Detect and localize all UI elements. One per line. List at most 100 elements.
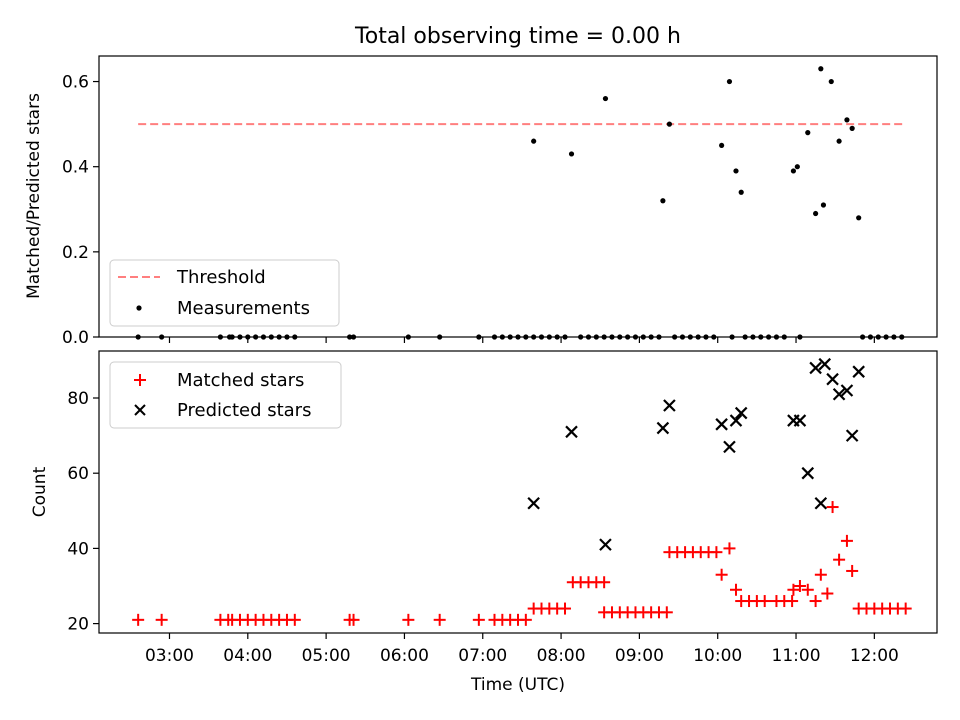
measurement-point [568,151,575,157]
top-legend: Threshold Measurements [109,259,340,327]
predicted-star-marker [565,425,578,439]
matched-star-marker [840,534,853,547]
predicted-star-marker [801,466,815,480]
measurement-point [666,121,673,127]
measurement-point [790,168,797,174]
measurement-point [828,78,834,85]
matched-star-marker [598,576,611,589]
bottom-y-tick-label: 60 [67,464,89,484]
matched-star-marker [801,583,814,596]
top-panel: Matched/Predicted stars 0.0 0.2 0.4 0.6 Thr… [24,55,938,348]
predicted-star-marker-stroke [729,414,743,427]
x-tick-label: 03:00 [145,646,194,666]
predicted-star-marker [809,361,822,375]
top-y-tick-label: 0.2 [62,243,89,263]
matched-legend-label: Matched stars [177,370,304,391]
matched-star-marker [899,602,912,615]
measurement-point [818,66,824,72]
matched-star-marker [715,568,728,581]
predicted-star-marker-stroke [809,361,822,375]
matched-star-marker [519,613,532,626]
predicted-star-marker [845,429,859,442]
matched-star-marker [729,583,742,596]
matched-star-marker [132,613,145,626]
x-tick-label: 06:00 [380,646,429,666]
x-tick-label: 04:00 [223,646,272,666]
predicted-star-marker-stroke [840,384,854,397]
matched-star-marker [846,564,859,577]
predicted-star-marker [729,414,743,427]
x-tick-label: 07:00 [458,646,507,666]
bottom-legend: Matched stars Predicted stars [109,361,342,429]
matched-star-marker [826,501,839,514]
predicted-legend-label: Predicted stars [177,400,311,421]
measurement-point [733,168,739,174]
measurement-point [738,189,744,195]
predicted-star-marker [656,421,670,435]
measurement-point [820,202,827,208]
predicted-star-marker [527,497,540,510]
matched-star-marker [347,613,360,626]
bottom-y-tick-label: 80 [67,389,89,409]
matched-star-marker [155,613,168,626]
x-tick-label: 10:00 [693,646,742,666]
predicted-star-marker-stroke [845,429,859,442]
predicted-star-marker [599,538,612,551]
predicted-star-marker [840,384,854,397]
measurement-point [531,138,537,144]
predicted-star-marker [826,372,839,386]
predicted-star-marker-stroke [814,497,828,510]
measurement-point [836,138,842,144]
matched-star-marker [660,606,673,619]
measurement-point [726,78,733,85]
threshold-legend-label: Threshold [176,267,266,288]
predicted-star-marker-stroke [826,372,839,386]
predicted-star-marker [715,418,728,431]
matched-star-marker [472,613,485,626]
matched-star-marker [833,553,846,566]
x-tick-label: 05:00 [302,646,351,666]
measurement-point [813,210,819,217]
measurement-point [719,142,725,149]
predicted-star-marker [852,365,865,378]
predicted-star-marker [723,440,736,454]
measurements-legend-label: Measurements [177,298,310,319]
predicted-star-marker-stroke [599,538,612,551]
matched-star-marker [758,595,771,608]
predicted-star-marker-stroke [527,497,540,510]
bottom-plot-frame [98,350,938,634]
top-y-tick-label: 0.4 [62,158,89,178]
top-y-axis-label: Matched/Predicted stars [24,93,44,299]
predicted-star-marker [663,399,676,412]
matched-star-marker [821,587,834,600]
measurement-point [844,117,850,123]
x-tick-label: 12:00 [850,646,899,666]
matched-star-marker [558,602,571,615]
predicted-legend-swatch [134,404,146,416]
matched-star-marker [710,546,723,559]
predicted-star-marker-stroke [852,365,865,378]
predicted-star-marker-stroke [723,440,736,454]
predicted-star-marker-stroke [565,425,578,439]
predicted-star-marker-stroke [715,418,728,431]
measurement-point [794,164,800,170]
measurement-point [856,215,862,221]
predicted-star-marker [832,387,846,401]
predicted-star-marker-stroke [734,406,748,420]
x-tick-label: 11:00 [772,646,821,666]
matched-star-marker [793,580,806,592]
x-axis-label: Time (UTC) [470,675,565,695]
predicted-star-marker-stroke [656,421,670,435]
predicted-star-marker [814,497,828,510]
predicted-star-marker-stroke [801,466,815,480]
x-tick-label: 09:00 [615,646,664,666]
top-plot-frame [98,55,938,338]
measurement-point [805,130,811,136]
x-tick-label: 08:00 [537,646,586,666]
measurement-point [660,198,666,204]
matched-star-marker [786,595,799,608]
predicted-star-marker-stroke [793,414,807,427]
chart-title: Total observing time = 0.00 h [354,24,681,49]
predicted-star-marker-stroke [818,357,832,371]
